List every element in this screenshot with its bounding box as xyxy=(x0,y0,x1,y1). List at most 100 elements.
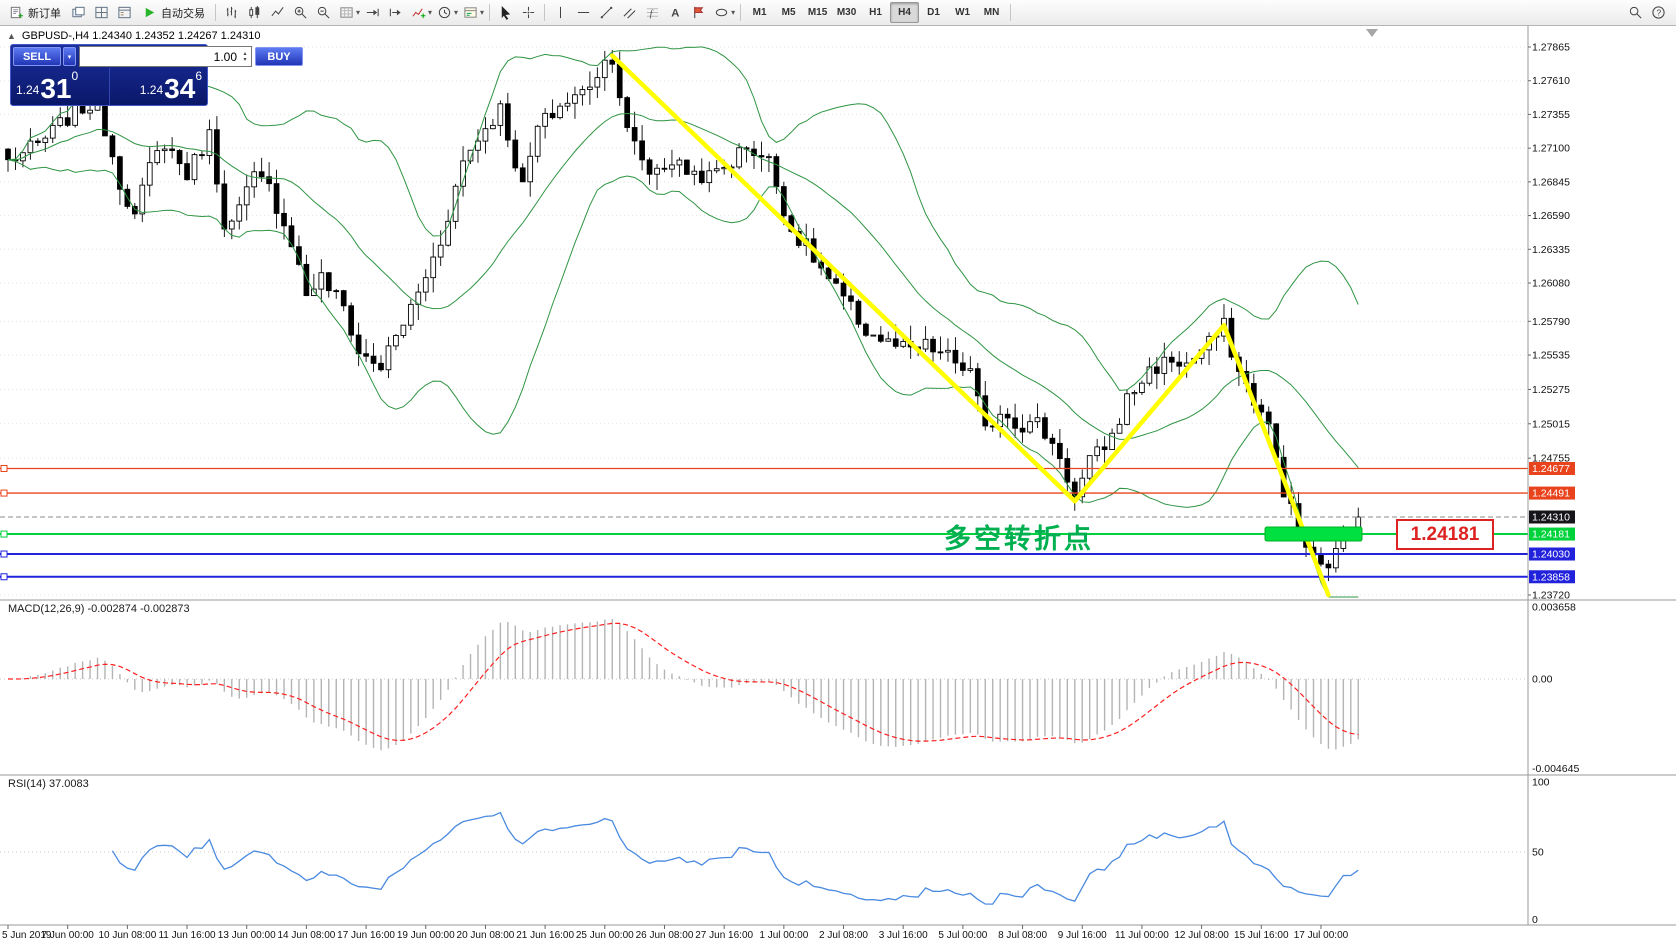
indicators-icon-button[interactable] xyxy=(407,2,430,23)
channel-icon-button[interactable] xyxy=(618,2,641,23)
svg-text:20 Jun 08:00: 20 Jun 08:00 xyxy=(457,930,515,941)
volume-field: ▴ ▾ xyxy=(79,46,252,67)
shapes-icon-button[interactable] xyxy=(710,2,733,23)
svg-text:1.24677: 1.24677 xyxy=(1532,463,1570,475)
timeframe-m1[interactable]: M1 xyxy=(752,7,767,18)
buy-button[interactable]: BUY xyxy=(255,47,303,66)
svg-text:1.23720: 1.23720 xyxy=(1532,590,1570,602)
market-watch-icon-button[interactable] xyxy=(113,2,136,23)
line-handle[interactable] xyxy=(0,573,8,581)
autoscroll-icon-button[interactable] xyxy=(361,2,384,23)
svg-text:5 Jul 00:00: 5 Jul 00:00 xyxy=(938,930,987,941)
timeframe-m5[interactable]: M5 xyxy=(781,7,796,18)
tile-windows-icon-button[interactable] xyxy=(335,2,358,23)
sell-price[interactable]: 1.24 31 0 xyxy=(11,68,109,105)
text-icon-button[interactable]: A xyxy=(664,2,687,23)
svg-text:1.24030: 1.24030 xyxy=(1532,549,1570,561)
timeframe-m15[interactable]: M15 xyxy=(807,7,828,18)
volume-stepper[interactable]: ▴ ▾ xyxy=(239,51,251,63)
stepper-down-icon[interactable]: ▾ xyxy=(243,56,247,63)
svg-text:14 Jun 08:00: 14 Jun 08:00 xyxy=(277,930,335,941)
svg-text:15 Jul 16:00: 15 Jul 16:00 xyxy=(1234,930,1289,941)
svg-text:13 Jun 00:00: 13 Jun 00:00 xyxy=(218,930,276,941)
svg-text:26 Jun 08:00: 26 Jun 08:00 xyxy=(636,930,694,941)
svg-text:A: A xyxy=(671,8,679,20)
crosshair-icon-button[interactable] xyxy=(517,2,540,23)
new-order-button[interactable]: 新订单 xyxy=(3,2,67,23)
arrow-label-icon-button[interactable] xyxy=(687,2,710,23)
sell-price-sup: 0 xyxy=(71,69,79,83)
candlesticks-icon-button[interactable] xyxy=(243,2,266,23)
dropdown-caret-icon[interactable]: ▾ xyxy=(480,8,485,17)
svg-text:7 Jun 00:00: 7 Jun 00:00 xyxy=(42,930,95,941)
timeframe-h4[interactable]: H4 xyxy=(890,2,920,23)
bollinger-lower-band[interactable] xyxy=(7,159,1359,598)
help-icon-button[interactable]: ? xyxy=(1647,2,1670,23)
dropdown-caret-icon[interactable]: ▾ xyxy=(428,8,433,17)
trendline-icon-button[interactable] xyxy=(595,2,618,23)
timeframe-mn[interactable]: MN xyxy=(983,7,1000,18)
trend-line[interactable] xyxy=(1072,323,1227,504)
new-order-icon xyxy=(10,6,24,19)
line-handle[interactable] xyxy=(0,530,8,538)
toolbar-separator xyxy=(544,4,546,21)
turning-point-annotation[interactable]: 多空转折点 xyxy=(944,524,1094,554)
zoom-in-icon-button[interactable] xyxy=(289,2,312,23)
line-handle[interactable] xyxy=(0,489,8,497)
fibonacci-icon-button[interactable]: f xyxy=(641,2,664,23)
dropdown-caret-icon[interactable]: ▾ xyxy=(356,8,361,17)
dropdown-caret-icon[interactable]: ▾ xyxy=(731,8,736,17)
autotrading-button[interactable]: 自动交易 xyxy=(136,2,211,23)
svg-text:19 Jun 00:00: 19 Jun 00:00 xyxy=(397,930,455,941)
horizontal-line-icon-button[interactable] xyxy=(572,2,595,23)
svg-text:3 Jul 16:00: 3 Jul 16:00 xyxy=(879,930,928,941)
chart-shift-icon-button[interactable] xyxy=(384,2,407,23)
new-order-label: 新订单 xyxy=(28,7,61,20)
svg-text:1.26335: 1.26335 xyxy=(1532,244,1570,256)
periods-icon-button[interactable] xyxy=(433,2,456,23)
trend-line[interactable] xyxy=(1221,323,1331,598)
market-watch-icon xyxy=(118,6,131,19)
sell-button[interactable]: SELL xyxy=(13,47,61,66)
help-icon: ? xyxy=(1652,6,1665,19)
window-tile-icon-button[interactable] xyxy=(90,2,113,23)
ohlc-bars-icon-button[interactable] xyxy=(220,2,243,23)
stepper-up-icon[interactable]: ▴ xyxy=(243,50,247,57)
vertical-line-icon-button[interactable] xyxy=(549,2,572,23)
dropdown-caret-icon[interactable]: ▾ xyxy=(454,8,459,17)
cursor-icon-button[interactable] xyxy=(494,2,517,23)
svg-text:1.25535: 1.25535 xyxy=(1532,350,1570,362)
search-icon-button[interactable] xyxy=(1624,2,1647,23)
search-icon xyxy=(1629,6,1642,19)
svg-text:1.27865: 1.27865 xyxy=(1532,42,1570,54)
line-chart-icon-button[interactable] xyxy=(266,2,289,23)
buy-price[interactable]: 1.24 34 6 xyxy=(108,68,208,105)
trend-line[interactable] xyxy=(610,53,1078,504)
macd-label: MACD(12,26,9) -0.002874 -0.002873 xyxy=(8,603,190,615)
order-type-dropdown[interactable]: ▾ xyxy=(63,47,76,66)
line-handle[interactable] xyxy=(0,464,8,472)
timeframe-h1[interactable]: H1 xyxy=(869,7,882,18)
line-handle[interactable] xyxy=(0,550,8,558)
price-callout-box[interactable]: 1.24181 xyxy=(1396,519,1494,550)
volume-input[interactable] xyxy=(80,49,239,64)
timeframe-w1[interactable]: W1 xyxy=(955,7,971,18)
highlight-bar[interactable] xyxy=(1264,526,1363,542)
svg-text:25 Jun 00:00: 25 Jun 00:00 xyxy=(576,930,634,941)
svg-text:0: 0 xyxy=(1532,914,1538,926)
templates-icon-button[interactable] xyxy=(459,2,482,23)
one-click-collapse-icon[interactable]: ▲ xyxy=(7,31,16,41)
profiles-icon-button[interactable] xyxy=(67,2,90,23)
autoscroll-icon xyxy=(366,8,379,17)
scroll-anchor-icon[interactable] xyxy=(1366,29,1378,37)
svg-text:1.25015: 1.25015 xyxy=(1532,418,1570,430)
timeframe-d1[interactable]: D1 xyxy=(927,7,940,18)
svg-text:1.26845: 1.26845 xyxy=(1532,176,1570,188)
svg-text:f: f xyxy=(650,8,654,19)
bollinger-upper-band[interactable] xyxy=(7,46,1359,391)
svg-text:2 Jul 08:00: 2 Jul 08:00 xyxy=(819,930,868,941)
timeframe-m30[interactable]: M30 xyxy=(836,7,857,18)
zoom-out-icon-button[interactable] xyxy=(312,2,335,23)
chart-ohlc-header: ▲ GBPUSD-,H4 1.24340 1.24352 1.24267 1.2… xyxy=(7,30,260,42)
